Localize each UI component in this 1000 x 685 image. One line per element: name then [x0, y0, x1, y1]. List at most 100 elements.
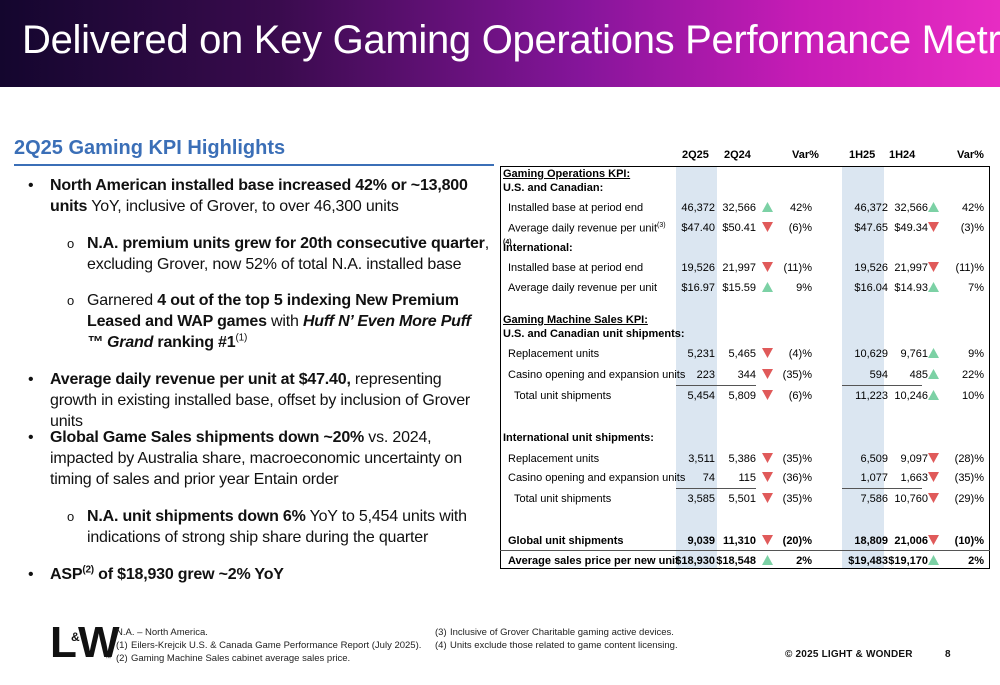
cell-q-var: (36)% [782, 472, 812, 484]
bullet-text: representing growth in existing installe… [50, 371, 471, 430]
bullet-marker: • [28, 429, 34, 446]
kpi-table [500, 166, 990, 569]
cell-h-var: (3)% [960, 222, 984, 234]
bullet-bold: ranking #1 [153, 334, 236, 351]
bullet-bold: N.A. unit shipments down 6% [87, 508, 306, 525]
section-machine-sales: Gaming Machine Sales KPI: [503, 314, 648, 326]
cell-h-var: 2% [968, 555, 984, 567]
cell-1h24: $49.34 [894, 222, 928, 234]
cell-1h24: $14.93 [894, 282, 928, 294]
game-title: Huff N’ Even More Puff ™ Grand [87, 313, 471, 351]
footnote-2: (2) Gaming Machine Sales cabinet average … [116, 653, 351, 664]
slide-title: Delivered on Key Gaming Operations Perfo… [22, 18, 1000, 62]
cell-h-var: 9% [968, 348, 984, 360]
cell-2q25: 46,372 [681, 202, 715, 214]
down-arrow-icon [928, 493, 939, 503]
cell-2q25: $18,930 [675, 555, 715, 567]
cell-q-var: (11)% [783, 262, 812, 274]
cell-h-var: 10% [961, 390, 984, 402]
header-2q25: 2Q25 [682, 149, 709, 161]
row-label: Replacement units [508, 348, 600, 360]
cell-h-var: 22% [961, 369, 984, 381]
table-row: Installed base at period end 46,372 32,566… [500, 199, 990, 219]
sub-bullet-marker: o [67, 293, 75, 308]
footnote-ref: (3) [657, 222, 666, 229]
cell-2q24: $15.59 [722, 282, 756, 294]
up-arrow-icon [762, 202, 773, 212]
cell-1h24: 21,997 [894, 262, 928, 274]
down-arrow-icon [762, 453, 773, 463]
cell-q-var: (35)% [782, 493, 812, 505]
up-arrow-icon [928, 282, 939, 292]
subtotal-rule [676, 488, 756, 489]
subtotal-rule [842, 385, 922, 386]
cell-2q25: $47.40 [681, 222, 715, 234]
column-shade-1h25 [842, 166, 884, 569]
bullet-text: vs. 2024, impacted by Australia share, m… [50, 429, 462, 488]
table-row: Installed base at period end 19,526 21,997… [500, 259, 990, 279]
cell-2q25: 19,526 [681, 262, 715, 274]
header-2q24: 2Q24 [724, 149, 751, 161]
cell-1h25: 7,586 [860, 493, 888, 505]
cell-2q25: 74 [702, 472, 715, 484]
header-q-var: Var% [792, 149, 819, 161]
up-arrow-icon [762, 555, 773, 565]
cell-1h24: 485 [909, 369, 928, 381]
cell-2q24: 11,310 [722, 535, 756, 547]
cell-1h24: 9,097 [900, 453, 928, 465]
cell-2q24: 5,386 [728, 453, 756, 465]
footnote-3: (3) Inclusive of Grover Charitable gaming… [435, 627, 674, 638]
up-arrow-icon [928, 555, 939, 565]
cell-2q25: 223 [696, 369, 715, 381]
row-label: Global unit shipments [508, 535, 624, 547]
down-arrow-icon [762, 222, 773, 232]
bullet-installed-base: • North American installed base increase… [28, 175, 490, 217]
down-arrow-icon [762, 262, 773, 272]
cell-2q25: 5,454 [687, 390, 715, 402]
cell-2q25: 5,231 [687, 348, 715, 360]
cell-1h24: 21,006 [894, 535, 928, 547]
cell-q-var: 42% [789, 202, 812, 214]
cell-h-var: (35)% [954, 472, 984, 484]
cell-h-var: (11)% [955, 262, 984, 274]
cell-1h24: 32,566 [894, 202, 928, 214]
down-arrow-icon [928, 472, 939, 482]
up-arrow-icon [928, 369, 939, 379]
sub-bullet-marker: o [67, 236, 75, 251]
bullet-text: Garnered [87, 292, 158, 309]
title-banner: Delivered on Key Gaming Operations Perfo… [0, 0, 1000, 87]
cell-1h25: 19,526 [854, 262, 888, 274]
cell-2q24: 32,566 [722, 202, 756, 214]
cell-h-var: 7% [968, 282, 984, 294]
down-arrow-icon [762, 472, 773, 482]
cell-q-var: (6)% [788, 222, 812, 234]
cell-1h24: 9,761 [900, 348, 928, 360]
sub-bullet-premium-units: o N.A. premium units grew for 20th conse… [67, 233, 492, 275]
cell-1h25: 6,509 [860, 453, 888, 465]
cell-h-var: (28)% [954, 453, 984, 465]
cell-h-var: (10)% [954, 535, 984, 547]
bullet-bold: N.A. premium units grew for 20th consecu… [87, 235, 485, 252]
bullet-bold: 4 out of the top 5 indexing New Premium … [87, 292, 459, 330]
cell-1h24: 1,663 [900, 472, 928, 484]
bullet-daily-revenue: • Average daily revenue per unit at $47.… [28, 369, 490, 432]
table-row: Average sales price per new unit $18,930 $… [500, 552, 990, 572]
table-row: Total unit shipments 5,454 5,809 (6)% 11,223… [500, 387, 990, 407]
bullet-bold: ASP [50, 566, 83, 583]
subtotal-rule [676, 385, 756, 386]
sub-bullet-na-shipments: o N.A. unit shipments down 6% YoY to 5,4… [67, 506, 482, 548]
table-row: Total unit shipments 3,585 5,501 (35)% 7,586… [500, 490, 990, 510]
cell-1h25: 11,223 [855, 390, 888, 402]
sub-bullet-top-games: o Garnered 4 out of the top 5 indexing N… [67, 290, 487, 353]
down-arrow-icon [928, 535, 939, 545]
cell-q-var: 2% [796, 555, 812, 567]
heading-underline [14, 164, 494, 166]
cell-q-var: (35)% [782, 453, 812, 465]
row-label: Total unit shipments [514, 493, 612, 505]
section-intl-shipments: International unit shipments: [503, 432, 654, 444]
cell-q-var: 9% [796, 282, 812, 294]
down-arrow-icon [762, 493, 773, 503]
down-arrow-icon [928, 262, 939, 272]
cell-1h25: $47.65 [854, 222, 888, 234]
subtotal-rule [842, 488, 922, 489]
